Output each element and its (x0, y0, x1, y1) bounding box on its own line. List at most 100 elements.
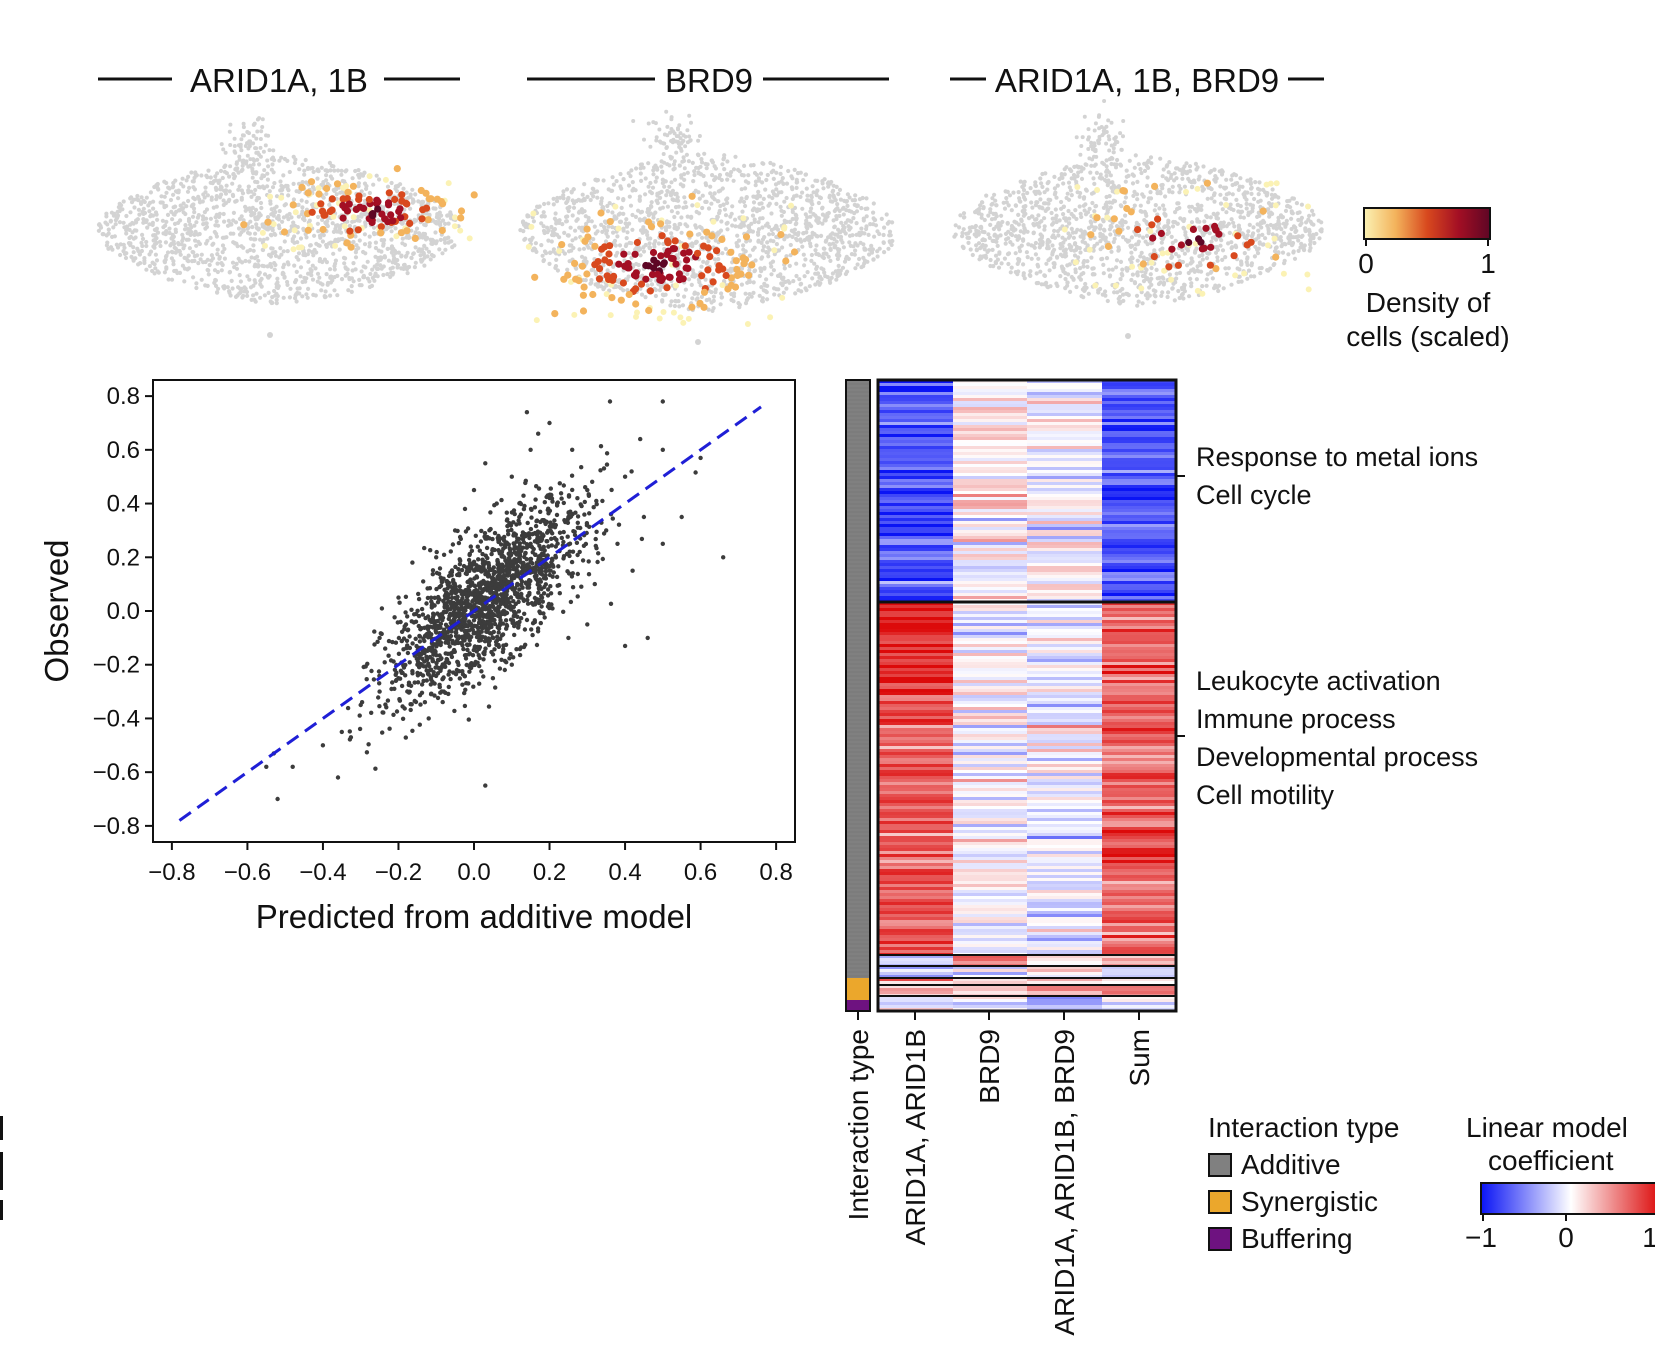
umap-cell (176, 242, 181, 247)
umap-cell (785, 234, 790, 239)
umap-cell (347, 277, 352, 282)
umap-cell (760, 296, 765, 301)
umap-cell (694, 225, 699, 230)
umap-cell (692, 172, 697, 178)
umap-cell (359, 189, 364, 194)
umap-cell (1227, 230, 1232, 235)
umap-cell (438, 237, 443, 242)
umap-cell (871, 257, 876, 262)
umap-cell (988, 207, 993, 212)
umap-cell (1258, 271, 1263, 276)
umap-cell (681, 183, 686, 188)
umap-cell (172, 221, 178, 226)
umap-hot-cell (605, 250, 613, 258)
umap-cell (570, 198, 575, 203)
umap-cell (822, 270, 827, 275)
umap-cell (335, 223, 340, 228)
umap-cell (1263, 236, 1268, 241)
umap-cell (853, 266, 858, 271)
umap-cell (1112, 162, 1117, 167)
umap-cell (1016, 256, 1021, 262)
umap-cell (695, 296, 700, 301)
umap-cell (310, 165, 315, 171)
umap-cell (990, 247, 995, 252)
umap-cell (299, 198, 304, 203)
umap-cell (751, 163, 756, 168)
umap-cell (1055, 183, 1060, 188)
umap-cell (765, 240, 770, 245)
umap-cell (1006, 251, 1012, 256)
umap-cell (1145, 296, 1150, 301)
umap-cell (317, 233, 323, 238)
umap-cell (230, 260, 236, 265)
umap-cell (1195, 202, 1200, 207)
umap-cell (291, 181, 296, 186)
umap-cell (1234, 197, 1239, 202)
umap-cell (1238, 176, 1243, 181)
umap-cell (660, 169, 665, 174)
umap-cell (1149, 265, 1154, 271)
umap-cell (303, 157, 308, 163)
umap-cell (1241, 192, 1246, 197)
umap-cell (259, 276, 264, 281)
umap-cell (629, 168, 634, 173)
umap-cell (187, 185, 192, 190)
umap-cell (665, 188, 670, 194)
umap-cell (840, 227, 846, 232)
umap-hot-cell (328, 195, 336, 203)
umap-cell (413, 192, 418, 197)
umap-cell (101, 232, 106, 237)
umap-cell (241, 125, 246, 130)
umap-cell (147, 264, 152, 269)
umap-cell (261, 237, 266, 242)
umap-cell (759, 201, 764, 206)
umap-cell (1104, 169, 1109, 174)
umap-cell (579, 225, 585, 230)
umap-cell (222, 219, 227, 224)
umap-cell (589, 219, 594, 224)
umap-cell (1142, 218, 1147, 223)
umap-cell (555, 268, 561, 273)
umap-cell (786, 168, 791, 174)
umap-cell (1077, 194, 1082, 199)
umap-cell (692, 169, 697, 174)
umap-cell (182, 243, 187, 248)
umap-cell (847, 208, 852, 213)
umap-cell (443, 247, 448, 252)
umap-cell (1152, 300, 1157, 305)
umap-cell (141, 211, 146, 216)
umap-cell (648, 144, 653, 149)
umap-cell (605, 209, 611, 214)
umap-cell (653, 293, 659, 299)
umap-cell (222, 169, 227, 174)
umap-cell (1071, 235, 1076, 240)
umap-cell (658, 139, 662, 144)
umap-cell (997, 227, 1002, 232)
umap-cell (1311, 236, 1316, 241)
umap-cell (213, 185, 218, 190)
umap-cell (633, 214, 639, 219)
umap-hot-cell (617, 296, 625, 304)
umap-cell (422, 263, 427, 268)
umap-cell (744, 195, 749, 200)
umap-cell (852, 252, 857, 257)
umap-cell (774, 187, 779, 192)
umap-cell (265, 215, 271, 220)
umap-cell (847, 240, 852, 245)
umap-cell (142, 256, 147, 261)
umap-cell (1248, 274, 1254, 279)
umap-cell (649, 282, 655, 287)
umap-cell (104, 243, 109, 248)
umap-cell (642, 137, 646, 142)
umap-cell (278, 179, 283, 184)
umap-cell (1252, 254, 1257, 259)
umap-cell (1073, 270, 1078, 275)
umap-cell (566, 195, 571, 201)
umap-cell (854, 209, 860, 214)
umap-cell (300, 294, 305, 299)
umap-cell (541, 210, 546, 215)
umap-cell (743, 179, 749, 184)
umap-cell (746, 224, 751, 229)
umap-cell (1155, 276, 1160, 281)
umap-cell (708, 191, 713, 196)
